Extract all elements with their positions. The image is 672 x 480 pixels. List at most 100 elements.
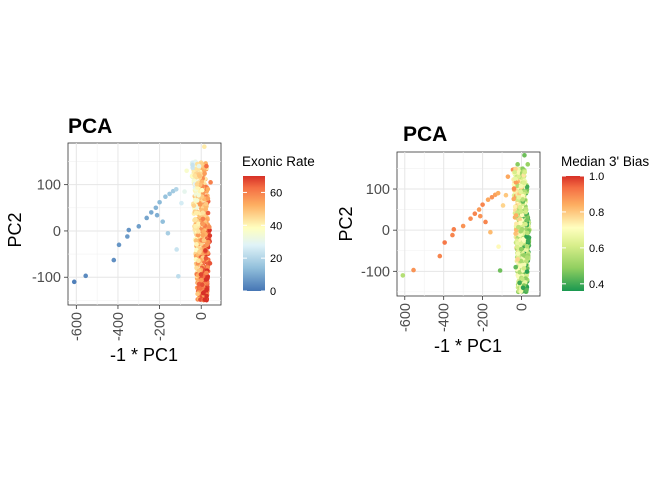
chart-1-data-point [136, 224, 142, 229]
chart-2-legend-tick-label: 0.4 [589, 279, 604, 291]
chart-2-data-point [518, 189, 523, 195]
chart-1-data-point [153, 205, 159, 211]
chart-2-data-point [468, 216, 473, 221]
chart-1-data-point [196, 192, 201, 198]
chart-1-data-point [192, 173, 197, 178]
chart-1-x-tick-label: -400 [111, 312, 127, 341]
chart-2-data-point [476, 207, 482, 212]
chart-2-y-tick-label: 0 [382, 223, 390, 239]
chart-2-data-point [515, 241, 520, 246]
chart-1-y-tick-label: -100 [32, 270, 61, 286]
chart-1-legend-tick-label: 60 [270, 187, 282, 199]
chart-2-data-point [497, 268, 503, 273]
chart-2-data-point [518, 209, 524, 214]
chart-2-data-point [524, 230, 530, 236]
chart-2-x-ticks: -600 -400 -200 0 [398, 296, 531, 332]
chart-1-x-axis-label: -1 * PC1 [110, 345, 178, 365]
chart-2-data-point [520, 285, 526, 291]
chart-2-data-point [495, 190, 501, 196]
chart-1-data-point [202, 171, 207, 176]
chart-1-data-point [206, 224, 212, 230]
chart-2-y-ticks: -100 0 100 [361, 182, 397, 280]
chart-2-data-point [437, 253, 443, 259]
chart-2-legend-title: Median 3' Bias [561, 154, 649, 169]
chart-2-data-point [522, 169, 528, 175]
chart-1-data-point [196, 221, 201, 226]
chart-2-data-point [400, 273, 406, 278]
chart-2-legend-ticks: 0.4 0.6 0.8 1.0 [562, 171, 604, 291]
chart-2-data-point [512, 176, 518, 181]
chart-2-data-point [496, 244, 501, 249]
chart-1-data-point [176, 274, 181, 279]
chart-1-data-point [111, 257, 117, 263]
chart-1-data-point [207, 233, 213, 238]
chart-1-data-point [203, 277, 209, 282]
chart-2-data-point [518, 183, 524, 189]
chart-1-data-point [205, 186, 211, 192]
chart-1-data-point [184, 168, 189, 174]
chart-1-legend-ticks: 0 20 40 60 [243, 187, 282, 298]
chart-2-data-point [515, 251, 521, 256]
chart-2-data-point [411, 267, 416, 273]
chart-1-data-point [160, 219, 166, 224]
chart-1-legend-title: Exonic Rate [242, 154, 315, 169]
chart-1-data-point [71, 279, 77, 285]
chart-2-data-point [451, 227, 457, 232]
chart-2-data-point [516, 195, 522, 200]
chart-2-legend-tick-label: 1.0 [589, 171, 604, 183]
chart-2-data-point [513, 213, 519, 218]
chart-2-data-point [524, 184, 530, 190]
chart-1-data-point [196, 229, 201, 234]
chart-1-y-ticks: -100 0 100 [32, 178, 68, 286]
chart-1-data-point [203, 248, 208, 253]
chart-1-data-point [202, 297, 208, 302]
chart-2-points [400, 152, 532, 295]
chart-1-data-point [191, 203, 197, 209]
chart-2-data-point [485, 197, 491, 203]
chart-1-data-point [208, 180, 213, 185]
chart-1-data-point [194, 198, 200, 203]
chart-1-data-point [202, 144, 207, 150]
chart-2-data-point [512, 169, 517, 175]
chart-1-data-point [197, 249, 202, 255]
chart-2-data-point [517, 280, 522, 286]
chart-1-data-point [201, 237, 207, 243]
chart-1-data-point [205, 210, 211, 216]
chart-1-data-point [193, 238, 199, 243]
chart-2-data-point [511, 196, 517, 202]
chart-2-data-point [488, 229, 493, 235]
chart-2-data-point [523, 209, 529, 215]
chart-2-data-point [520, 197, 526, 202]
chart-1-data-point [199, 187, 205, 193]
chart-1-data-point [200, 290, 206, 296]
chart-2-data-point [515, 162, 520, 167]
chart-1-data-point [200, 221, 205, 227]
chart-1-data-point [203, 206, 209, 212]
chart-1-data-point [204, 270, 209, 276]
chart-2-data-point [519, 226, 525, 232]
chart-2-data-point [522, 152, 527, 158]
chart-1-data-point [179, 200, 184, 206]
chart-2-data-point [525, 162, 531, 167]
chart-2-data-point [477, 213, 483, 219]
chart-2-data-point [518, 246, 524, 252]
chart-2-x-axis-label: -1 * PC1 [434, 336, 502, 356]
chart-1-data-point [196, 268, 202, 274]
chart-2-data-point [524, 244, 530, 249]
chart-1-data-point [200, 210, 206, 216]
chart-2-data-point [513, 180, 519, 185]
chart-2-data-point [517, 269, 522, 275]
chart-1-data-point [154, 212, 160, 218]
chart-1-title: PCA [68, 115, 112, 138]
chart-1-legend-tick-label: 20 [270, 253, 282, 265]
chart-1-legend-tick-label: 40 [270, 220, 282, 232]
chart-1-data-point [204, 293, 209, 299]
chart-2-x-tick-label: -600 [398, 303, 414, 332]
chart-1-data-point [200, 216, 206, 222]
chart-2-legend-colorbar [562, 176, 584, 291]
chart-2-data-point [505, 174, 511, 179]
chart-2-data-point [514, 244, 520, 250]
chart-2-data-point [516, 224, 521, 230]
